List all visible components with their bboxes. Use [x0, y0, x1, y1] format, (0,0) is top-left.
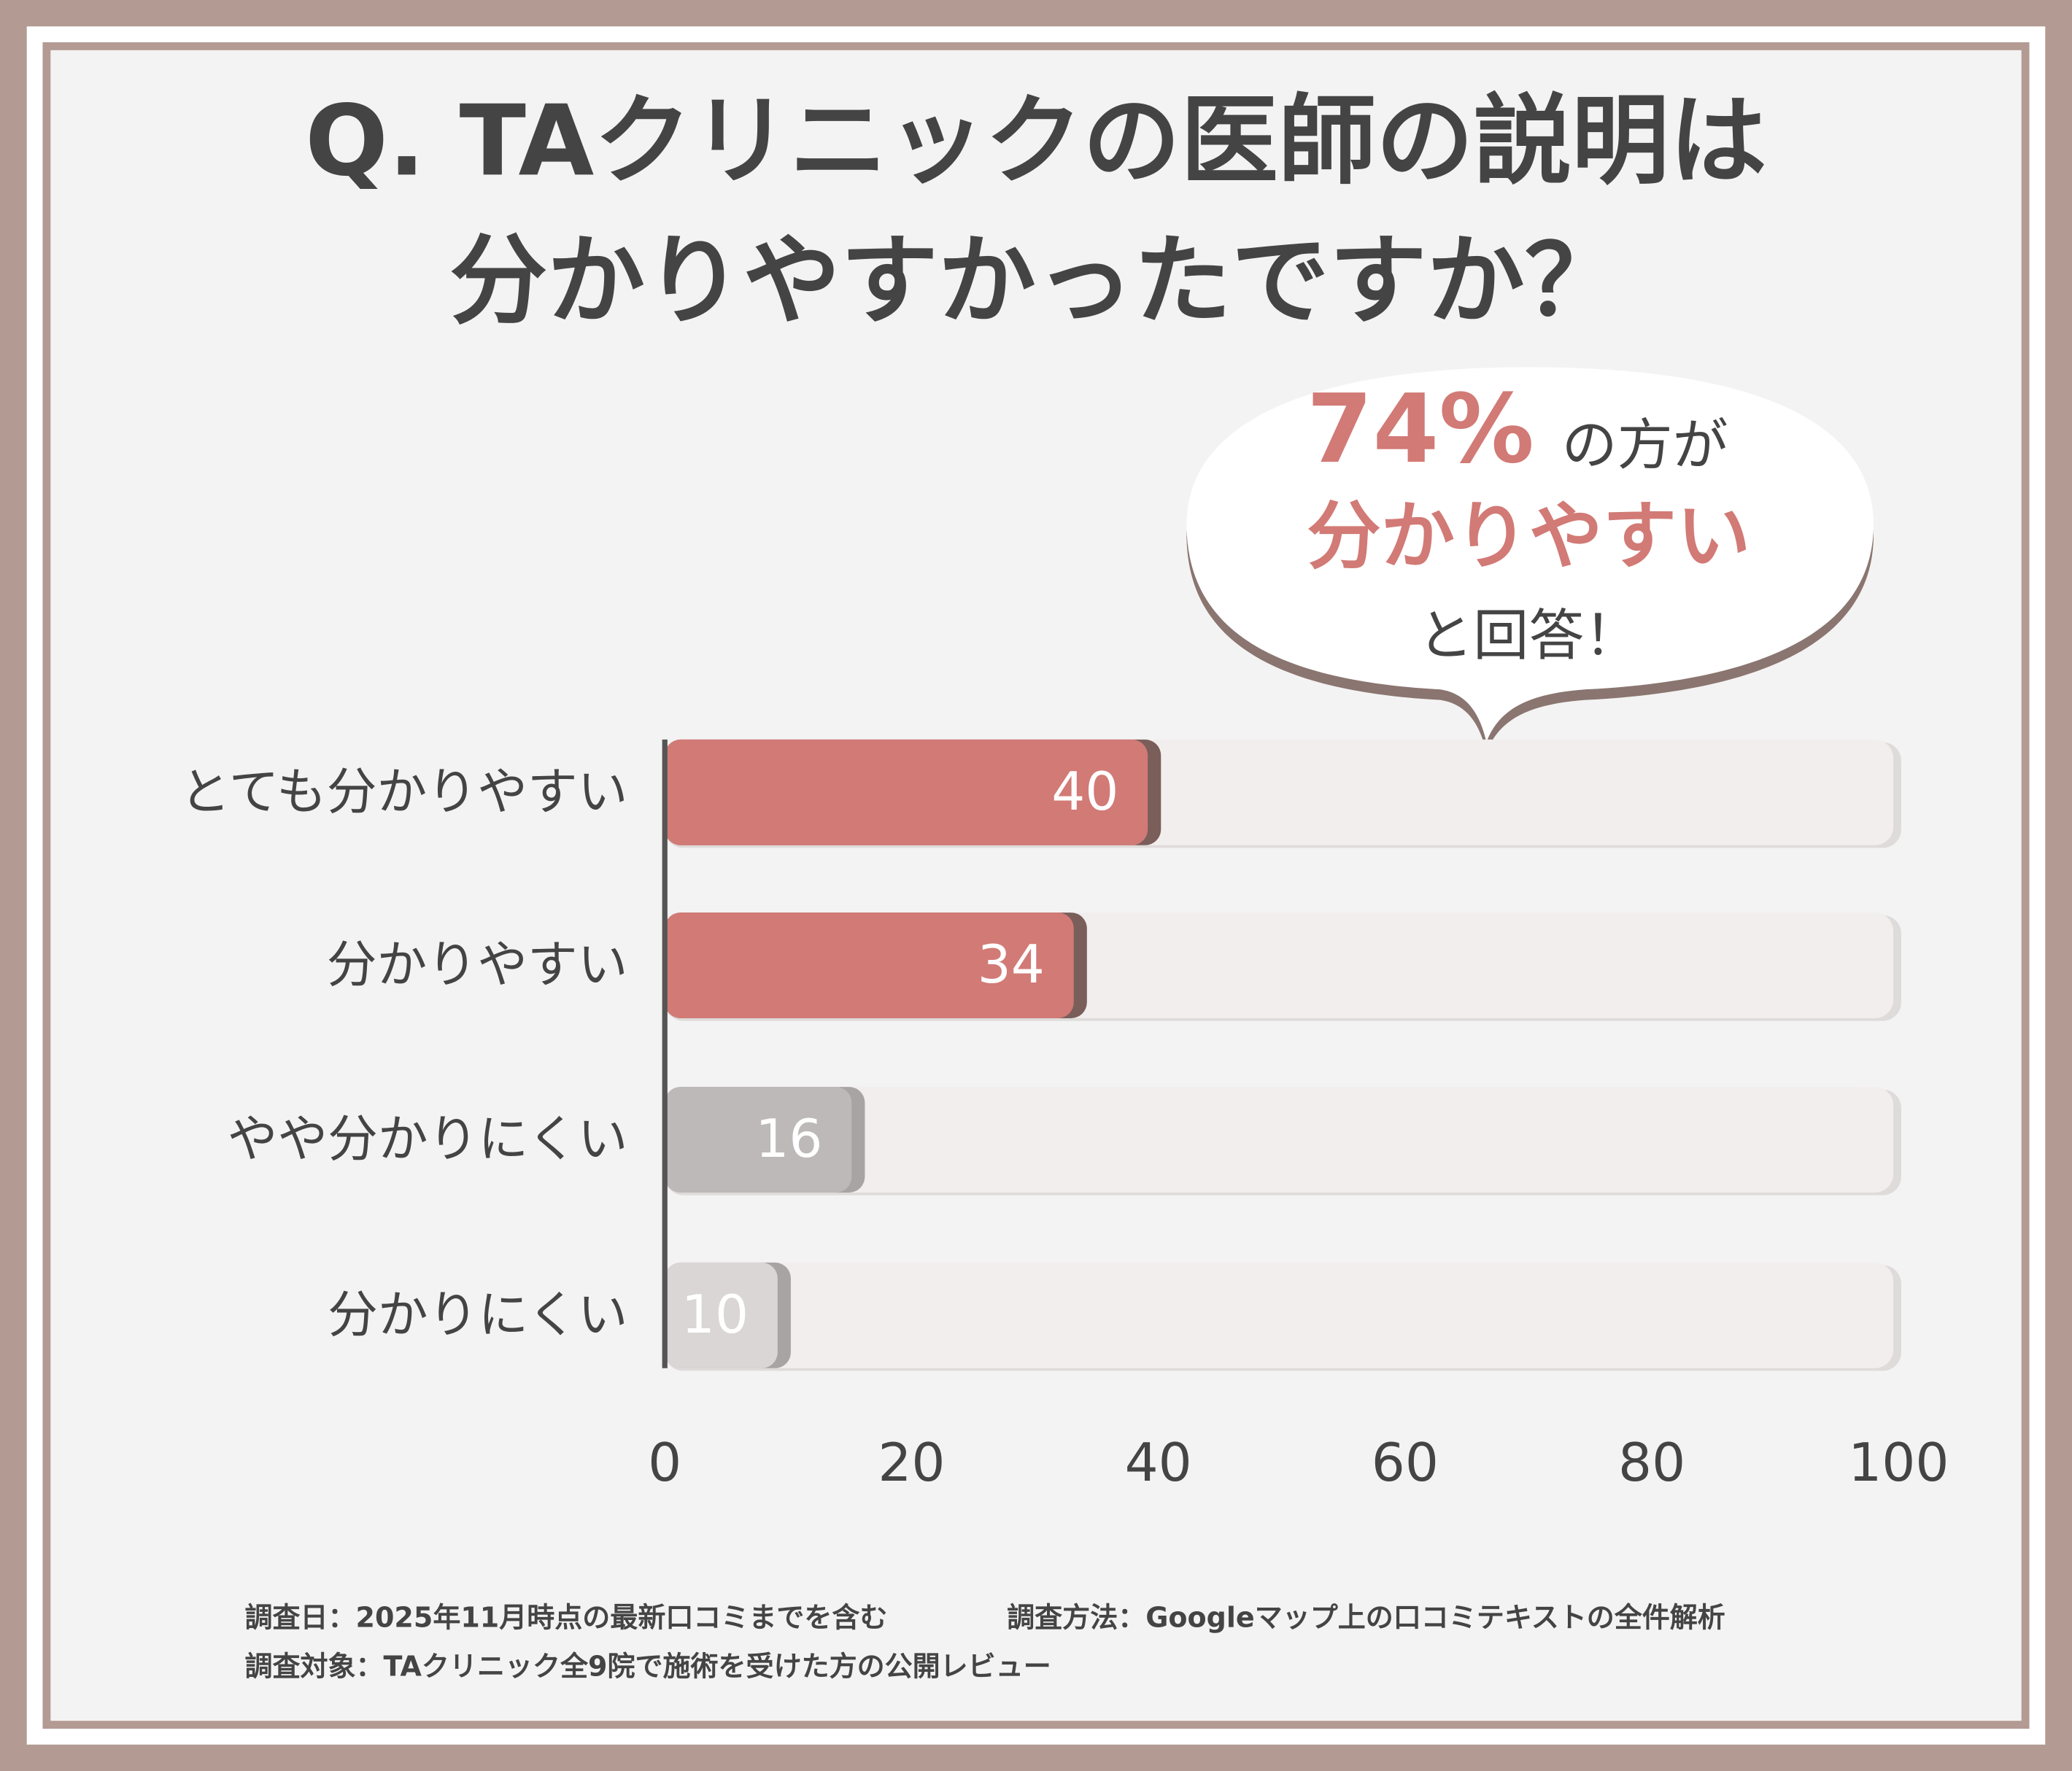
value-label: 10 [681, 1284, 749, 1346]
note: 調査対象：TAクリニック全9院で施術を受けた方の公開レビュー [244, 1650, 1051, 1682]
callout-text: 分かりやすい [1307, 493, 1750, 579]
bar [665, 912, 1074, 1018]
category-label: やや分かりにくい [228, 1110, 628, 1169]
x-tick-label: 60 [1372, 1433, 1439, 1494]
track [665, 1087, 1894, 1193]
value-label: 40 [1051, 762, 1118, 823]
bar [665, 739, 1148, 845]
category-label: 分かりにくい [328, 1286, 627, 1344]
category-label: 分かりやすい [327, 936, 628, 994]
callout-text: と回答！ [1418, 602, 1639, 667]
title-line: Q. TAクリニックの医師の説明は [305, 84, 1767, 198]
callout-highlight: 74% [1307, 373, 1534, 484]
category-label: とても分かりやすい [180, 763, 628, 821]
x-tick-label: 20 [878, 1433, 945, 1494]
note: 調査日：2025年11月時点の最新口コミまでを含む [244, 1601, 887, 1633]
value-label: 34 [978, 934, 1045, 996]
x-tick-label: 80 [1618, 1433, 1685, 1494]
x-tick-label: 0 [648, 1433, 681, 1494]
note: 調査方法：Googleマップ上の口コミテキストの全件解析 [1007, 1601, 1725, 1633]
callout-text: の方が [1562, 413, 1728, 478]
title-line: 分かりやすかったですか？ [449, 224, 1623, 338]
callout-bubble [1186, 367, 1874, 743]
value-label: 16 [755, 1109, 822, 1170]
bar [665, 1087, 852, 1193]
track [665, 1262, 1894, 1368]
x-tick-label: 40 [1125, 1433, 1192, 1494]
x-tick-label: 100 [1848, 1433, 1949, 1494]
bar [665, 1262, 778, 1368]
inner-frame [42, 42, 2030, 1729]
